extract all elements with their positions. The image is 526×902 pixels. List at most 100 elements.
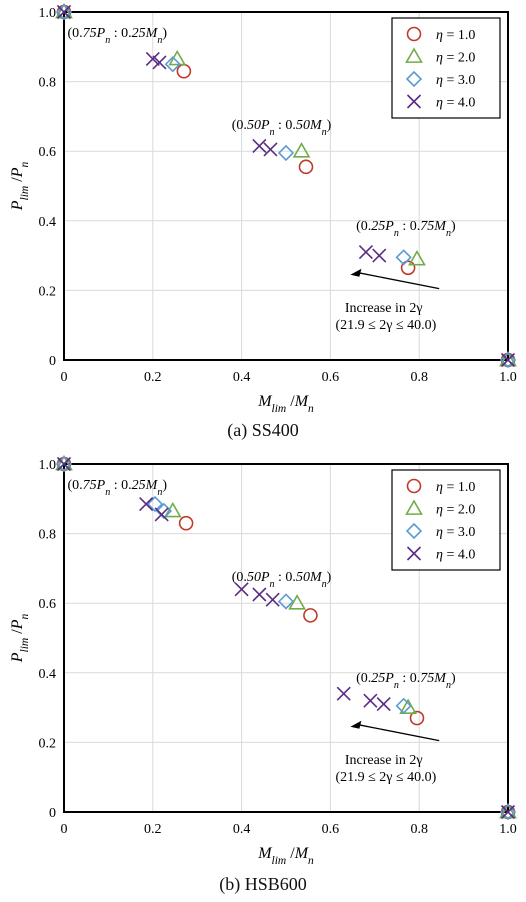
legend-marker-x [406,546,422,561]
data-point-triangle [288,594,306,610]
data-point-circle [178,515,194,531]
data-point-triangle [55,2,73,19]
legend-label: η = 4.0 [436,548,475,563]
data-point-diamond [395,697,412,714]
trend-arrow-shaft [359,272,440,290]
data-point-diamond [277,593,295,610]
data-point-x [139,496,154,512]
data-point-x [500,352,516,368]
x-tick-label: 0.2 [144,370,162,385]
chart-ss400: 0 0.2 0.4 0.6 0.8 1.0 0 0.2 0.4 0.6 0.8 1.0 Mlim /Mn… [9,2,517,415]
data-point-x [252,138,267,154]
data-point-x [376,697,391,712]
legend-box [391,17,501,119]
x-tick-label: 1.0 [499,370,517,385]
annotation-group-3: (0.25Pn : 0.75Mn) [356,671,456,691]
data-point-x [265,592,280,607]
data-point-diamond [499,351,517,369]
caption-hsb600: (b) HSB600 [219,874,307,894]
data-point-x [336,686,351,701]
data-point-x [145,51,160,67]
data-point-diamond [55,455,73,473]
series-3 [55,3,517,369]
x-axis-label: Mlim /Mn [257,393,314,415]
data-point-circle [176,63,192,79]
x-axis-label: Mlim /Mn [257,845,314,867]
y-tick-label: 1.0 [39,458,57,473]
plot-frame [63,11,509,361]
data-point-x [56,4,72,20]
x-tick-label: 0.4 [233,822,251,837]
data-point-triangle [408,249,426,266]
data-point-x [363,693,378,708]
y-axis-label: Plim /Pn [9,614,31,664]
annotation-group-1: (0.75Pn : 0.25Mn) [67,478,167,498]
data-point-circle [400,260,416,276]
legend-label: η = 3.0 [436,525,475,540]
data-point-x [372,248,387,263]
chart-hsb600: 0 0.2 0.4 0.6 0.8 1.0 0 0.2 0.4 0.6 0.8 1.0 Mlim /Mn… [9,454,517,867]
data-point-triangle [399,698,417,715]
y-tick-label: 0.2 [39,736,57,751]
annotation-arrow-line2: (21.9 ≤ 2γ ≤ 40.0) [335,318,436,333]
annotation-group-2: (0.50Pn : 0.50Mn) [232,570,332,590]
series-4 [56,4,516,368]
legend-marker-circle [406,26,422,42]
plot-frame [63,463,509,813]
data-point-triangle [499,350,517,367]
data-point-triangle [55,454,73,471]
legend-marker-diamond [405,70,423,88]
legend-label: η = 4.0 [436,96,475,111]
data-point-x [252,587,267,602]
y-tick-label: 0 [49,806,56,821]
trend-arrow-shaft [359,724,440,742]
legend-label: η = 3.0 [436,73,475,88]
series-3 [55,455,517,821]
y-tick-label: 0 [49,354,56,369]
annotation-group-1: (0.75Pn : 0.25Mn) [67,26,167,46]
data-point-circle [298,159,314,175]
y-tick-label: 0.2 [39,284,57,299]
annotation-arrow-line1: Increase in 2γ [345,753,423,768]
legend-marker-diamond [405,522,423,540]
legend-box [391,469,501,571]
data-point-x [234,582,249,597]
y-tick-label: 0.8 [39,528,57,543]
x-tick-label: 0.4 [233,370,251,385]
x-tick-label: 0.6 [322,370,340,385]
x-tick-label: 0.8 [410,822,428,837]
legend-marker-triangle [405,499,423,515]
legend-label: η = 1.0 [436,480,475,495]
data-point-triangle [499,802,517,819]
legend-marker-x [406,94,422,109]
y-tick-label: 0.4 [39,667,57,682]
x-tick-label: 0 [61,370,68,385]
data-point-x [56,456,72,472]
data-point-triangle [292,142,311,158]
legend-label: η = 2.0 [436,51,475,66]
data-point-diamond [164,56,181,73]
data-point-diamond [395,249,412,266]
data-point-x [152,55,167,70]
x-tick-label: 0.2 [144,822,162,837]
trend-arrow-head [350,720,362,729]
y-tick-label: 0.8 [39,76,57,91]
data-point-diamond [277,144,295,162]
legend-label: η = 1.0 [436,28,475,43]
data-point-diamond [146,495,164,513]
data-point-diamond [55,3,73,21]
y-tick-label: 0.6 [39,597,57,612]
legend-marker-triangle [405,47,423,63]
annotation-arrow-line1: Increase in 2γ [345,301,423,316]
x-tick-label: 0.8 [410,370,428,385]
y-axis-label: Plim /Pn [9,162,31,212]
data-point-x [500,804,516,820]
y-tick-label: 0.6 [39,145,57,160]
annotation-group-2: (0.50Pn : 0.50Mn) [232,118,332,138]
annotation-arrow-line2: (21.9 ≤ 2γ ≤ 40.0) [335,770,436,785]
x-tick-label: 1.0 [499,822,517,837]
legend-label: η = 2.0 [436,503,475,518]
caption-ss400: (a) SS400 [227,420,299,440]
trend-arrow-head [350,268,362,277]
